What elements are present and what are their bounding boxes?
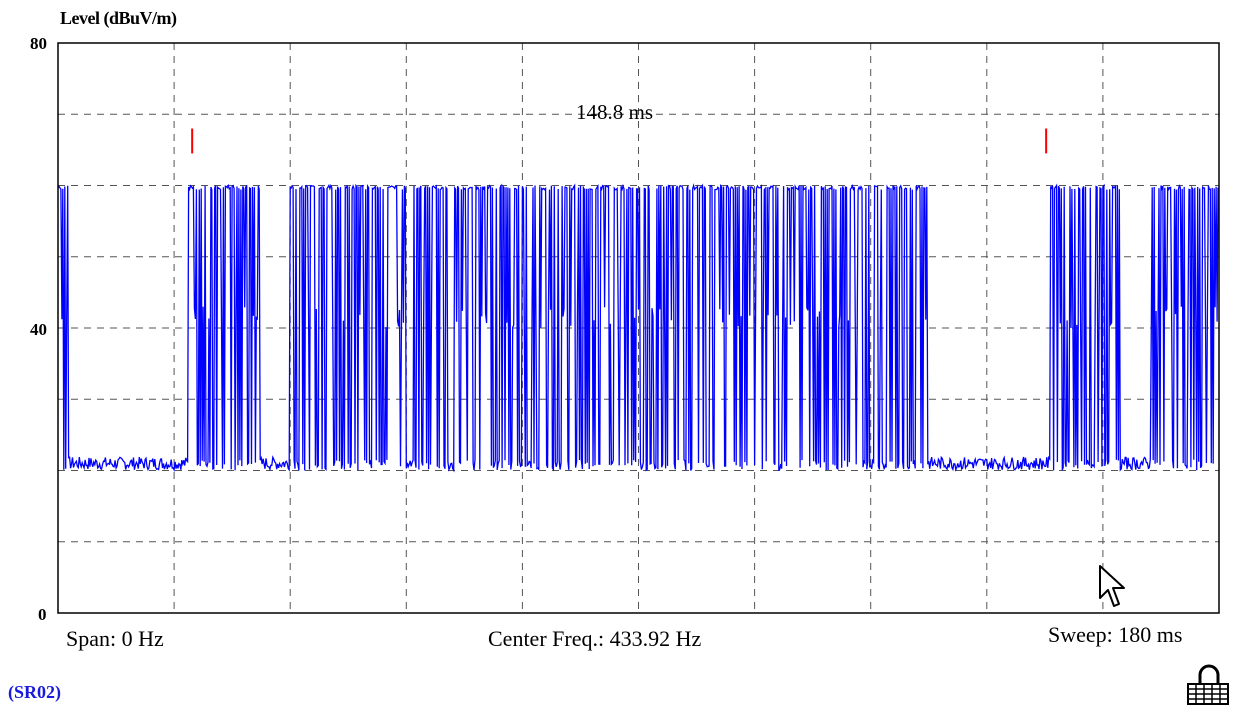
level-trace-series [57, 183, 1219, 473]
y-tick-80: 80 [30, 34, 47, 53]
sweep-readout: Sweep: 180 ms [1048, 622, 1183, 647]
lock-icon[interactable] [1182, 664, 1234, 706]
y-axis-label: Level (dBuV/m) [60, 8, 177, 28]
report-tag: (SR02) [8, 682, 61, 702]
chart-grid [58, 43, 1219, 613]
marker-lines [191, 128, 1048, 154]
center-freq-readout: Center Freq.: 433.92 Hz [488, 626, 702, 651]
arrow-cursor-icon [1099, 565, 1125, 607]
span-readout: Span: 0 Hz [66, 626, 164, 651]
marker-interval-annotation: 148.8 ms [576, 100, 654, 124]
y-tick-40: 40 [30, 320, 47, 339]
plot-frame [57, 42, 1220, 614]
y-tick-0: 0 [38, 605, 47, 624]
